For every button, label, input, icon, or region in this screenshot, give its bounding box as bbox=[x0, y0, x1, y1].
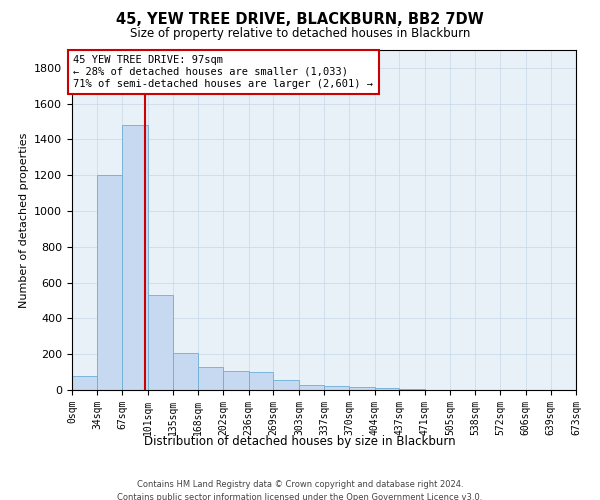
Bar bbox=[198, 366, 223, 390]
Bar bbox=[399, 389, 425, 390]
Text: 45 YEW TREE DRIVE: 97sqm
← 28% of detached houses are smaller (1,033)
71% of sem: 45 YEW TREE DRIVE: 97sqm ← 28% of detach… bbox=[73, 56, 373, 88]
Bar bbox=[173, 354, 198, 390]
Bar bbox=[223, 371, 249, 390]
Bar bbox=[299, 384, 325, 390]
Text: Contains HM Land Registry data © Crown copyright and database right 2024.: Contains HM Land Registry data © Crown c… bbox=[137, 480, 463, 489]
Bar bbox=[374, 388, 399, 390]
Bar bbox=[274, 380, 299, 390]
Text: Distribution of detached houses by size in Blackburn: Distribution of detached houses by size … bbox=[144, 435, 456, 448]
Bar bbox=[349, 388, 374, 390]
Y-axis label: Number of detached properties: Number of detached properties bbox=[19, 132, 29, 308]
Text: Contains public sector information licensed under the Open Government Licence v3: Contains public sector information licen… bbox=[118, 492, 482, 500]
Text: 45, YEW TREE DRIVE, BLACKBURN, BB2 7DW: 45, YEW TREE DRIVE, BLACKBURN, BB2 7DW bbox=[116, 12, 484, 28]
Bar bbox=[97, 176, 122, 390]
Bar bbox=[72, 376, 97, 390]
Bar bbox=[249, 372, 274, 390]
Text: Size of property relative to detached houses in Blackburn: Size of property relative to detached ho… bbox=[130, 28, 470, 40]
Bar bbox=[325, 386, 349, 390]
Bar bbox=[148, 295, 173, 390]
Bar bbox=[122, 125, 148, 390]
